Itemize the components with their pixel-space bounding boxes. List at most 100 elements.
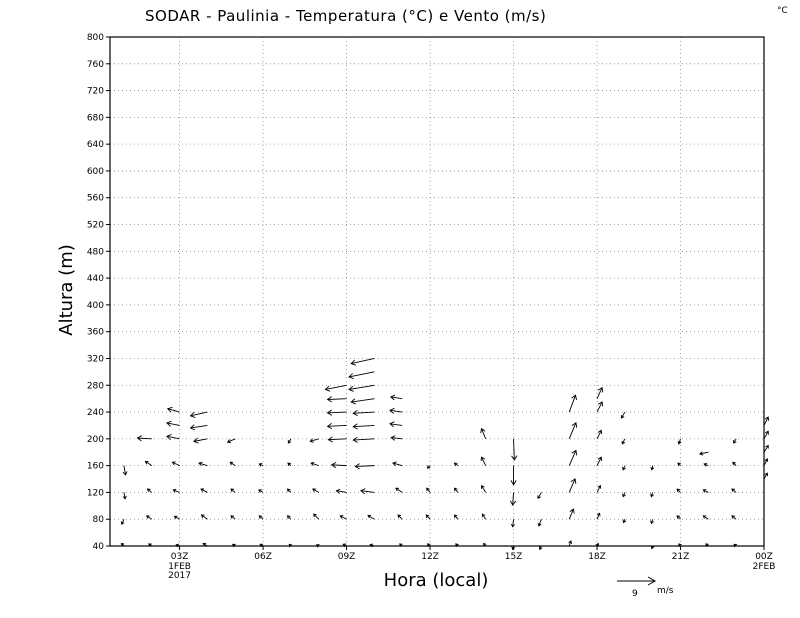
y-tick-label: 240 <box>87 408 104 418</box>
y-tick-label: 320 <box>87 354 104 364</box>
x-tick-label: 18Z <box>588 552 606 562</box>
wind-vector <box>568 540 572 547</box>
x-tick-label: 09Z <box>338 552 356 562</box>
wind-vector <box>621 411 626 419</box>
wind-vector <box>397 514 403 520</box>
wind-vector-head <box>335 488 341 494</box>
wind-vector-head <box>731 515 735 519</box>
wind-vector <box>325 384 347 390</box>
wind-vector-head <box>511 455 518 461</box>
wind-vector-head <box>597 401 603 407</box>
wind-vector <box>568 478 576 493</box>
wind-vector <box>512 519 514 527</box>
x-tick-label: 21Z <box>672 552 690 562</box>
wind-vector-head <box>144 460 149 465</box>
wind-vector-head <box>202 542 207 547</box>
wind-vector-head <box>348 385 354 392</box>
wind-vector-head <box>568 540 573 544</box>
x-axis-title: Hora (local) <box>384 570 489 591</box>
y-tick-label: 360 <box>87 328 104 338</box>
wind-vector <box>568 422 577 440</box>
wind-vector <box>123 465 127 476</box>
wind-vector-head <box>309 438 314 443</box>
wind-vector <box>331 464 347 467</box>
y-tick-label: 760 <box>87 60 104 70</box>
wind-vector-head <box>350 359 357 366</box>
y-tick-label: 640 <box>87 140 104 150</box>
plot-frame <box>109 36 765 547</box>
wind-vector-head <box>764 416 770 421</box>
wind-vector <box>121 519 125 525</box>
wind-vector <box>367 515 375 520</box>
wind-vector-head <box>453 487 458 492</box>
wind-vector <box>481 485 487 493</box>
wind-vector-head <box>326 423 333 430</box>
wind-vector <box>596 430 602 440</box>
wind-vector-head <box>312 488 316 492</box>
reference-vector-arrowhead <box>647 576 657 586</box>
wind-vector-head <box>330 461 337 469</box>
wind-vector-head <box>258 515 263 519</box>
wind-vector <box>190 425 208 429</box>
corner-unit-label: °C <box>777 6 788 16</box>
y-tick-label: 280 <box>87 381 104 391</box>
wind-vector-head <box>650 520 654 525</box>
wind-vector <box>351 358 375 364</box>
wind-vector <box>198 462 208 467</box>
wind-vector <box>481 428 487 440</box>
wind-vector <box>313 513 320 520</box>
wind-vector-head <box>122 495 127 500</box>
x-tick-label: 03Z <box>171 552 189 562</box>
wind-vector <box>353 411 375 414</box>
wind-vector <box>426 487 431 493</box>
wind-vector-head <box>326 396 333 403</box>
wind-vector-head <box>166 434 172 441</box>
wind-vector <box>258 515 264 520</box>
wind-vector <box>328 438 347 441</box>
wind-vector-head <box>510 523 515 528</box>
wind-vector <box>568 395 576 413</box>
wind-vector-head <box>731 488 735 493</box>
wind-vector-head <box>537 522 542 527</box>
wind-vector-head <box>596 512 601 517</box>
wind-vector <box>481 513 487 520</box>
wind-vector <box>146 515 152 520</box>
wind-vector-head <box>198 461 203 467</box>
wind-vector <box>310 438 319 442</box>
y-tick-label: 200 <box>87 435 104 445</box>
wind-vector <box>166 422 180 426</box>
wind-vector-head <box>173 515 178 520</box>
wind-vector <box>731 488 737 493</box>
wind-vector-head <box>597 456 603 461</box>
wind-vector <box>336 490 347 493</box>
wind-vector <box>568 508 574 520</box>
wind-vector-head <box>764 430 769 435</box>
y-tick-label: 520 <box>87 221 104 231</box>
wind-vector-head <box>354 463 360 470</box>
wind-vector-head <box>537 495 541 500</box>
wind-vector-head <box>389 394 396 401</box>
wind-vectors <box>120 358 770 551</box>
wind-vector-head <box>258 463 263 467</box>
wind-vector-head <box>122 471 128 476</box>
wind-vector-head <box>764 458 769 462</box>
wind-vector-head <box>677 440 682 445</box>
wind-vector-head <box>286 488 291 493</box>
chart-title: SODAR - Paulinia - Temperatura (°C) e Ve… <box>145 7 546 25</box>
wind-vector <box>340 515 347 520</box>
wind-vector-head <box>620 414 625 419</box>
wind-vector <box>174 515 180 520</box>
wind-vector-head <box>509 500 517 506</box>
wind-vector-head <box>732 461 736 466</box>
wind-vector-head <box>571 422 578 428</box>
x-tick-label: 06Z <box>254 552 272 562</box>
y-tick-label: 680 <box>87 113 104 123</box>
wind-vector-head <box>172 488 177 493</box>
wind-vector-head <box>136 435 142 442</box>
wind-vector-head <box>571 449 578 456</box>
wind-vector-head <box>120 521 125 526</box>
wind-vector-head <box>597 484 602 489</box>
y-tick-label: 120 <box>87 488 104 498</box>
wind-vector <box>190 411 208 417</box>
wind-vector-head <box>367 514 372 519</box>
